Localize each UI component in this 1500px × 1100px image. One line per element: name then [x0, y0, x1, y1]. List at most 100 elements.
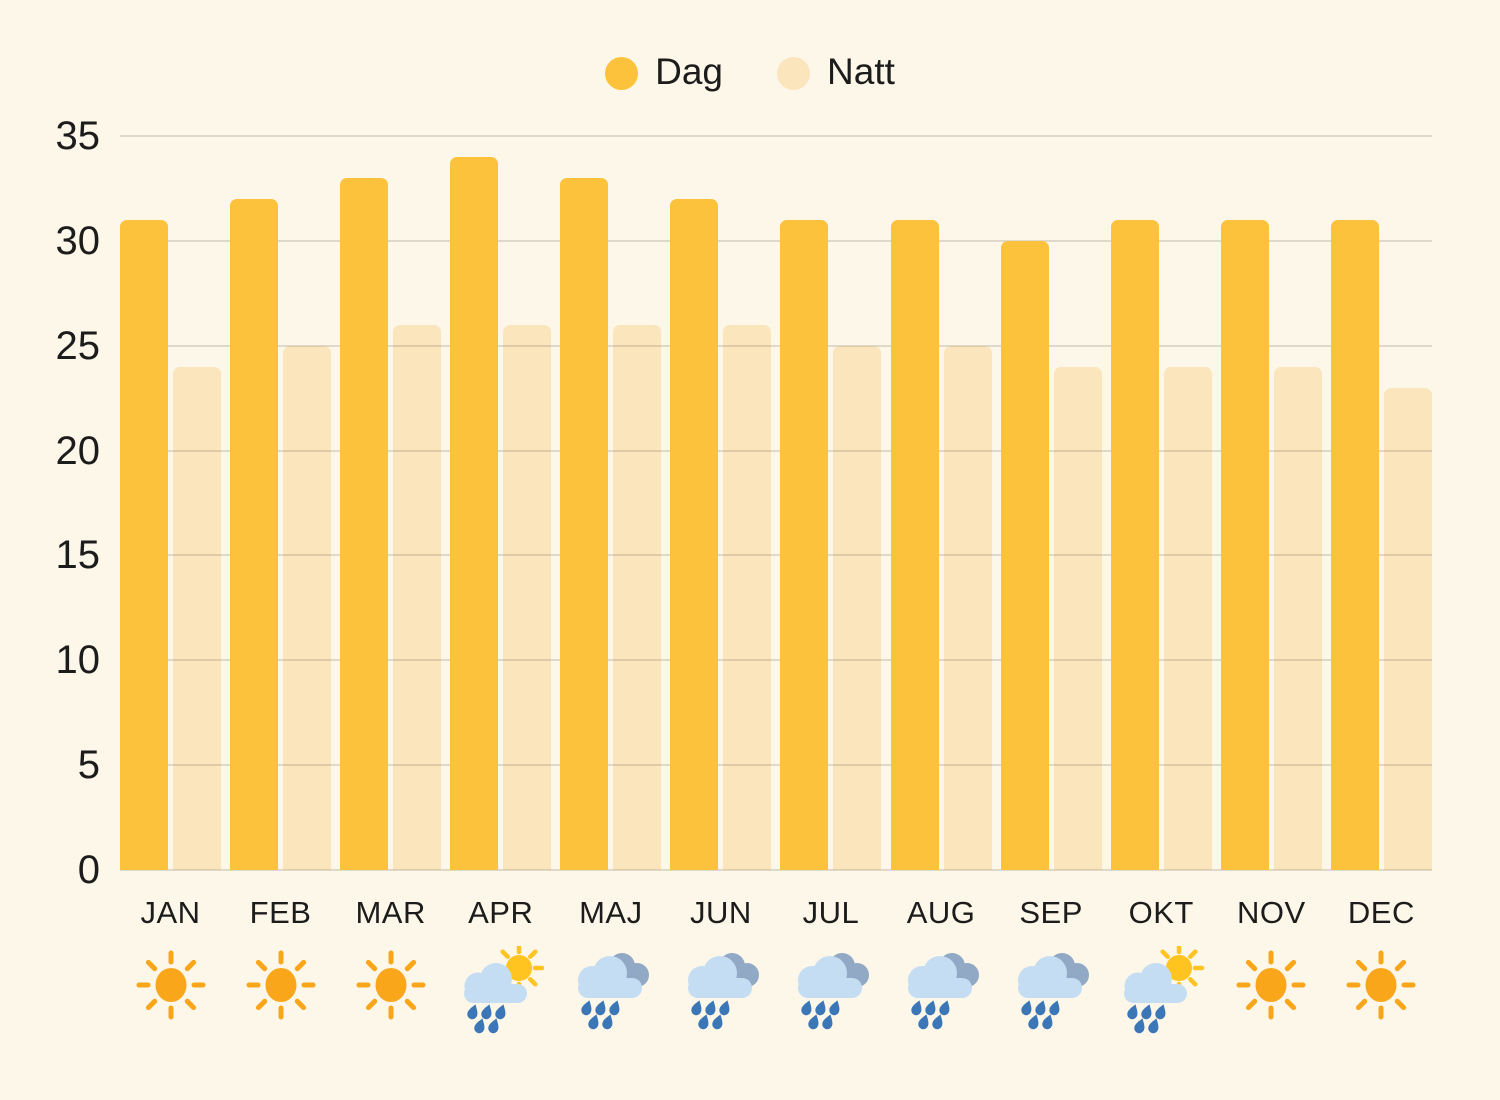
- rain-cloud-sun-icon: [463, 946, 544, 1034]
- bar-dag-maj: [560, 177, 609, 870]
- natt-legend-swatch-icon: [777, 56, 811, 90]
- weather-icon-cell-apr: [450, 946, 551, 1046]
- weather-icon-cell-jun: [670, 946, 771, 1046]
- gridline-30: [120, 239, 1432, 242]
- rain-cloud-icon: [577, 953, 649, 1030]
- x-tick-label-okt: OKT: [1128, 895, 1194, 930]
- y-tick-label-15: 15: [55, 533, 101, 578]
- y-tick-label-30: 30: [55, 218, 101, 263]
- bar-group-sep: [1000, 136, 1102, 870]
- dag-legend-label: Dag: [655, 51, 724, 92]
- x-tick-label-mar: MAR: [355, 895, 426, 930]
- x-tick-label-feb: FEB: [249, 895, 312, 930]
- x-tick-label-jun: JUN: [690, 895, 752, 930]
- bar-natt-feb: [283, 345, 332, 870]
- rain-cloud-icon: [687, 953, 759, 1030]
- bar-dag-nov: [1220, 219, 1269, 870]
- gridline-25: [120, 344, 1432, 347]
- bar-dag-jan: [120, 219, 168, 870]
- bar-natt-sep: [1053, 366, 1102, 870]
- bar-group-okt: [1110, 136, 1212, 870]
- weather-icons-row: [120, 946, 1432, 1046]
- bar-group-apr: [450, 136, 552, 870]
- bar-group-mar: [340, 136, 442, 870]
- bar-natt-dec: [1383, 387, 1432, 870]
- weather-icon-cell-mar: [340, 946, 441, 1046]
- x-tick-label-maj: MAJ: [579, 895, 643, 930]
- gridline-20: [120, 449, 1432, 452]
- bar-natt-jan: [173, 366, 221, 870]
- x-tick-label-sep: SEP: [1019, 895, 1083, 930]
- bar-group-feb: [230, 136, 332, 870]
- bar-group-maj: [560, 136, 662, 870]
- bar-dag-jun: [670, 198, 719, 870]
- x-axis: JAN FEB MAR APR MAJ JUN JUL AUG SEP OKT NOV DEC: [120, 890, 1432, 936]
- rain-cloud-icon: [797, 953, 869, 1030]
- bar-natt-nov: [1273, 366, 1322, 870]
- bar-dag-apr: [450, 157, 499, 870]
- weather-icon-cell-nov: [1221, 946, 1322, 1046]
- gridline-10: [120, 659, 1432, 662]
- bar-natt-apr: [503, 324, 552, 870]
- sun-icon: [246, 950, 316, 1020]
- gridline-15: [120, 554, 1432, 557]
- weather-icon-cell-dec: [1331, 946, 1432, 1046]
- rain-cloud-sun-icon: [1124, 946, 1205, 1034]
- bar-natt-mar: [393, 324, 442, 870]
- bar-dag-dec: [1330, 219, 1379, 870]
- bar-group-dec: [1330, 136, 1432, 870]
- x-tick-label-dec: DEC: [1347, 895, 1415, 930]
- bar-dag-feb: [230, 198, 279, 870]
- plot-area: [120, 135, 1432, 871]
- bar-group-jul: [780, 136, 882, 870]
- legend-item-dag: Dag: [605, 53, 723, 93]
- bar-dag-aug: [890, 219, 939, 870]
- bar-natt-aug: [943, 345, 992, 870]
- bar-natt-okt: [1163, 366, 1212, 870]
- dag-legend-swatch-icon: [605, 56, 639, 90]
- gridline-0: [120, 869, 1432, 871]
- weather-icon-cell-aug: [891, 946, 992, 1046]
- chart-legend: Dag Natt: [0, 53, 1500, 93]
- y-tick-label-10: 10: [55, 638, 101, 683]
- sun-icon: [1346, 950, 1416, 1020]
- y-tick-label-0: 0: [77, 848, 100, 892]
- y-tick-label-20: 20: [55, 428, 101, 473]
- gridline-35: [120, 135, 1432, 137]
- weather-icon-cell-feb: [230, 946, 331, 1046]
- weather-icon-cell-sep: [1001, 946, 1102, 1046]
- sun-icon: [136, 950, 205, 1020]
- bar-dag-sep: [1000, 240, 1049, 870]
- sun-icon: [1236, 950, 1306, 1020]
- bar-natt-maj: [613, 324, 662, 870]
- x-tick-label-apr: APR: [468, 895, 534, 930]
- weather-icon-cell-jan: [120, 946, 221, 1046]
- bar-group-nov: [1220, 136, 1322, 870]
- x-tick-label-jul: JUL: [802, 895, 860, 930]
- bar-group-jan: [120, 136, 221, 870]
- weather-icon-cell-okt: [1111, 946, 1212, 1046]
- x-tick-label-nov: NOV: [1236, 895, 1306, 930]
- x-tick-label-jan: JAN: [140, 895, 201, 930]
- gridline-5: [120, 764, 1432, 767]
- y-tick-label-35: 35: [55, 114, 101, 158]
- y-tick-label-25: 25: [55, 323, 101, 368]
- legend-item-natt: Natt: [777, 53, 895, 93]
- bar-natt-jun: [723, 324, 772, 870]
- x-tick-label-aug: AUG: [906, 895, 976, 930]
- bar-dag-jul: [780, 219, 829, 870]
- bar-groups: [120, 136, 1432, 870]
- rain-cloud-icon: [908, 953, 980, 1030]
- bar-group-aug: [890, 136, 992, 870]
- weather-icon-cell-maj: [560, 946, 661, 1046]
- bar-dag-okt: [1110, 219, 1159, 870]
- y-axis: 0 5 10 15 20 25 30 35: [0, 0, 101, 1100]
- sun-icon: [356, 950, 426, 1020]
- bar-dag-mar: [340, 177, 389, 870]
- bar-group-jun: [670, 136, 772, 870]
- y-tick-label-5: 5: [77, 743, 100, 788]
- weather-icon-cell-jul: [780, 946, 881, 1046]
- natt-legend-label: Natt: [827, 51, 895, 92]
- bar-natt-jul: [833, 345, 882, 870]
- rain-cloud-icon: [1018, 953, 1090, 1030]
